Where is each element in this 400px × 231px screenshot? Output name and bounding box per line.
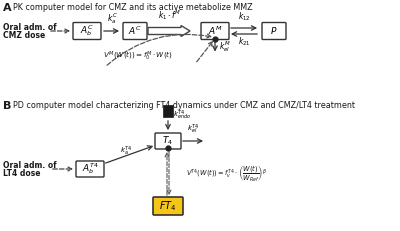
- Text: $FT_4$: $FT_4$: [159, 199, 177, 213]
- FancyBboxPatch shape: [155, 133, 181, 149]
- Text: PK computer model for CMZ and its active metabolize MMZ: PK computer model for CMZ and its active…: [13, 3, 253, 12]
- Text: $k_{el}^M$: $k_{el}^M$: [219, 39, 231, 54]
- Text: $k_{endo}^{T4}$: $k_{endo}^{T4}$: [173, 108, 191, 122]
- FancyBboxPatch shape: [153, 197, 183, 215]
- FancyBboxPatch shape: [76, 161, 104, 177]
- Text: $A^M$: $A^M$: [208, 25, 222, 37]
- Text: $T_4$: $T_4$: [162, 135, 174, 147]
- Text: $A_b^C$: $A_b^C$: [80, 24, 94, 39]
- Text: $V^{T4}(W(t)) = f_v^{T4} \cdot \left(\dfrac{W(t)}{W_{Ref}}\right)^\beta$: $V^{T4}(W(t)) = f_v^{T4} \cdot \left(\df…: [186, 163, 267, 184]
- Text: LT4 dose: LT4 dose: [3, 168, 40, 177]
- FancyArrow shape: [148, 25, 190, 36]
- Text: $k_{21}$: $k_{21}$: [238, 35, 250, 48]
- Text: $A_b^{T4}$: $A_b^{T4}$: [82, 161, 98, 176]
- Text: $k_a^{T4}$: $k_a^{T4}$: [120, 144, 132, 158]
- Text: PD computer model characterizing FT4 dynamics under CMZ and CMZ/LT4 treatment: PD computer model characterizing FT4 dyn…: [13, 101, 355, 110]
- FancyBboxPatch shape: [123, 22, 147, 40]
- Text: $P$: $P$: [270, 25, 278, 36]
- Text: A: A: [3, 3, 12, 13]
- FancyBboxPatch shape: [262, 22, 286, 40]
- Text: CMZ dose: CMZ dose: [3, 30, 45, 40]
- Text: $k_a^C$: $k_a^C$: [106, 11, 118, 26]
- Text: $k_{el}^{T4}$: $k_{el}^{T4}$: [187, 123, 199, 136]
- Text: $V^M(W(t)) = f_0^M \cdot W(t)$: $V^M(W(t)) = f_0^M \cdot W(t)$: [103, 49, 173, 63]
- FancyBboxPatch shape: [73, 22, 101, 40]
- Bar: [163, 105, 173, 117]
- Text: Oral adm. of: Oral adm. of: [3, 161, 57, 170]
- Text: $k_{12}$: $k_{12}$: [238, 10, 250, 23]
- Text: $A^C$: $A^C$: [128, 25, 142, 37]
- Text: B: B: [3, 101, 11, 111]
- FancyBboxPatch shape: [201, 22, 229, 40]
- Text: Oral adm. of: Oral adm. of: [3, 22, 57, 31]
- Text: $k_1 \cdot f^M$: $k_1 \cdot f^M$: [158, 8, 182, 22]
